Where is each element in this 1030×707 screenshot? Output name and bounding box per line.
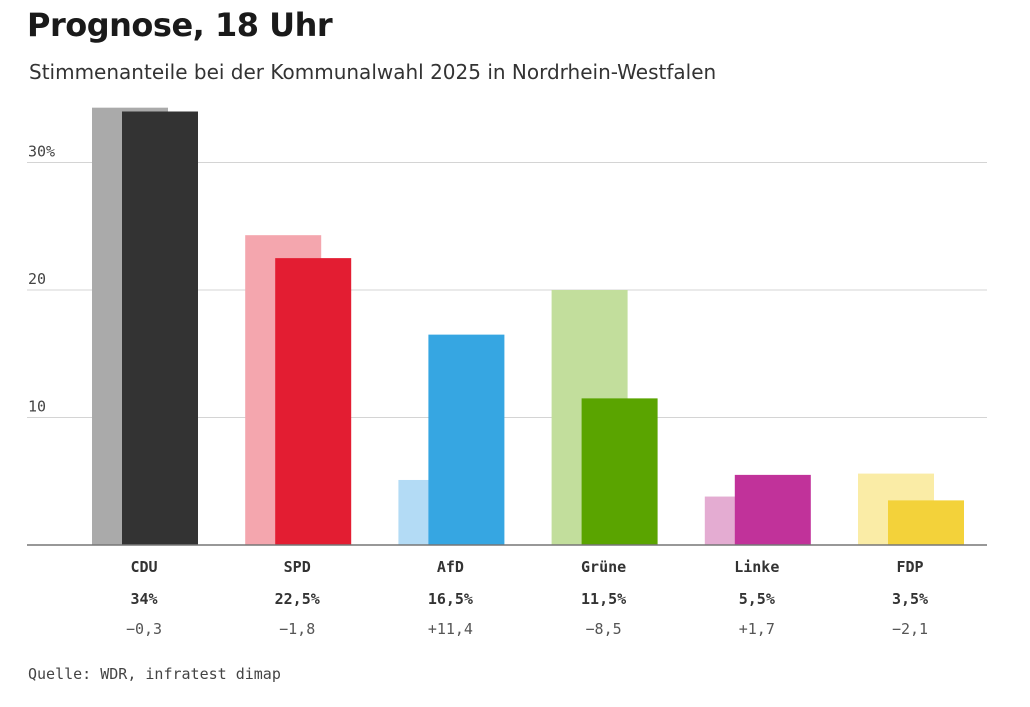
y-tick-label: 20: [28, 270, 46, 288]
diff-label: −2,1: [892, 620, 928, 638]
y-tick-label: 10: [28, 398, 46, 416]
value-label: 11,5%: [581, 590, 626, 608]
category-label: Linke: [734, 558, 779, 576]
value-label: 5,5%: [739, 590, 775, 608]
bar-current-spd: [275, 258, 352, 545]
chart-title: Prognose, 18 Uhr: [27, 6, 333, 44]
diff-label: +11,4: [428, 620, 473, 638]
category-label: Grüne: [581, 558, 626, 576]
category-label: FDP: [896, 558, 923, 576]
diff-label: +1,7: [739, 620, 775, 638]
category-label: SPD: [284, 558, 311, 576]
source-note: Quelle: WDR, infratest dimap: [28, 665, 281, 683]
diff-label: −0,3: [126, 620, 162, 638]
diff-label: −1,8: [279, 620, 315, 638]
category-label: CDU: [130, 558, 157, 576]
value-label: 34%: [130, 590, 157, 608]
bar-current-afd: [428, 334, 505, 545]
y-tick-label: 30%: [28, 143, 55, 161]
bar-current-fdp: [888, 500, 964, 545]
bars: [92, 107, 964, 546]
diff-label: −8,5: [586, 620, 622, 638]
bar-current-linke: [734, 474, 811, 545]
value-label: 22,5%: [275, 590, 320, 608]
category-label: AfD: [437, 558, 464, 576]
bar-current-cdu: [122, 111, 198, 545]
bar-current-grüne: [581, 398, 658, 545]
value-label: 16,5%: [428, 590, 473, 608]
value-label: 3,5%: [892, 590, 928, 608]
chart-subtitle: Stimmenanteile bei der Kommunalwahl 2025…: [29, 60, 717, 84]
category-labels: CDU 34% −0,3 SPD 22,5% −1,8 AfD 16,5% +11,4 Grüne…: [126, 558, 928, 638]
